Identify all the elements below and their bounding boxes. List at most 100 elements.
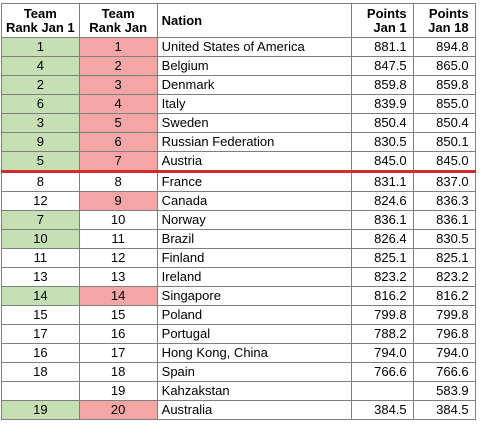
- cell-nation: Norway: [156, 210, 352, 230]
- cell-points-jan18: 823.2: [412, 267, 476, 287]
- header-points-jan1-line1: Points: [366, 5, 407, 21]
- cell-points-jan18: 850.1: [412, 132, 476, 152]
- header-nation-label: Nation: [161, 12, 203, 28]
- cell-nation: Italy: [156, 94, 352, 114]
- cell-points-jan1: 816.2: [350, 286, 414, 306]
- cell-rank-jan1: 2: [1, 75, 80, 95]
- cell-rank-jan1: 5: [1, 151, 80, 173]
- cell-rank-jan1: 9: [1, 132, 80, 152]
- cell-rank-jan1: 15: [1, 305, 80, 325]
- cell-points-jan1: 823.2: [350, 267, 414, 287]
- table-row: 16 17 Hong Kong, China 794.0 794.0: [1, 343, 476, 363]
- cell-rank-jan: 1: [78, 37, 158, 57]
- cell-rank-jan1: 6: [1, 94, 80, 114]
- table-row: 4 2 Belgium 847.5 865.0: [1, 56, 476, 76]
- table-row: 18 18 Spain 766.6 766.6: [1, 362, 476, 382]
- cell-rank-jan: 20: [78, 400, 158, 420]
- cell-rank-jan1: 10: [1, 229, 80, 249]
- header-rank-jan1-line2: Rank Jan 1: [6, 19, 75, 35]
- table-body: 1 1 United States of America 881.1 894.8 4 2 Be…: [1, 37, 476, 420]
- cell-rank-jan1: 7: [1, 210, 80, 230]
- cell-points-jan18: 894.8: [412, 37, 476, 57]
- cell-points-jan18: 836.3: [412, 191, 476, 211]
- cell-nation: Poland: [156, 305, 352, 325]
- cell-rank-jan1: 8: [1, 171, 80, 192]
- table-row: 10 11 Brazil 826.4 830.5: [1, 229, 476, 249]
- table-row: 9 6 Russian Federation 830.5 850.1: [1, 132, 476, 152]
- table-row: 19 20 Australia 384.5 384.5: [1, 400, 476, 420]
- cell-points-jan1: 799.8: [350, 305, 414, 325]
- header-row: Team Rank Jan 1 Team Rank Jan Nation Poi…: [1, 3, 476, 38]
- cell-points-jan1: 788.2: [350, 324, 414, 344]
- table-row: 13 13 Ireland 823.2 823.2: [1, 267, 476, 287]
- table-row: 17 16 Portugal 788.2 796.8: [1, 324, 476, 344]
- cell-rank-jan: 14: [78, 286, 158, 306]
- cell-nation: Australia: [156, 400, 352, 420]
- cell-rank-jan1: 18: [1, 362, 80, 382]
- cell-rank-jan: 10: [78, 210, 158, 230]
- cell-nation: Ireland: [156, 267, 352, 287]
- table-row: 11 12 Finland 825.1 825.1: [1, 248, 476, 268]
- table-row: 5 7 Austria 845.0 845.0: [1, 151, 476, 173]
- cell-points-jan18: 850.4: [412, 113, 476, 133]
- cell-points-jan1: 847.5: [350, 56, 414, 76]
- cell-points-jan18: 794.0: [412, 343, 476, 363]
- table-row: 2 3 Denmark 859.8 859.8: [1, 75, 476, 95]
- cell-rank-jan: 4: [78, 94, 158, 114]
- cell-rank-jan: 15: [78, 305, 158, 325]
- cell-nation: Russian Federation: [156, 132, 352, 152]
- cell-points-jan18: 836.1: [412, 210, 476, 230]
- cell-rank-jan: 8: [78, 171, 158, 192]
- cell-rank-jan: 13: [78, 267, 158, 287]
- header-rank-jan-line1: Team: [101, 5, 135, 21]
- cell-nation: Brazil: [156, 229, 352, 249]
- cell-points-jan18: 799.8: [412, 305, 476, 325]
- cell-points-jan1: 850.4: [350, 113, 414, 133]
- cell-points-jan1: 824.6: [350, 191, 414, 211]
- cell-rank-jan: 17: [78, 343, 158, 363]
- cell-nation: Canada: [156, 191, 352, 211]
- table-row: 3 5 Sweden 850.4 850.4: [1, 113, 476, 133]
- cell-points-jan1: 825.1: [350, 248, 414, 268]
- cell-rank-jan1: 11: [1, 248, 80, 268]
- header-nation: Nation: [156, 3, 352, 38]
- cell-nation: Sweden: [156, 113, 352, 133]
- cell-rank-jan: 6: [78, 132, 158, 152]
- header-points-jan1-line2: Jan 1: [373, 19, 407, 35]
- cell-nation: Spain: [156, 362, 352, 382]
- header-rank-jan-line2: Rank Jan: [89, 19, 148, 35]
- cell-points-jan18: 845.0: [412, 151, 476, 173]
- cell-rank-jan: 16: [78, 324, 158, 344]
- cell-points-jan1: 836.1: [350, 210, 414, 230]
- header-points-jan1: Points Jan 1: [350, 3, 414, 38]
- cell-rank-jan: 7: [78, 151, 158, 173]
- table-row: 1 1 United States of America 881.1 894.8: [1, 37, 476, 57]
- cell-rank-jan: 3: [78, 75, 158, 95]
- cell-nation: Hong Kong, China: [156, 343, 352, 363]
- cell-rank-jan: 9: [78, 191, 158, 211]
- cell-points-jan18: 855.0: [412, 94, 476, 114]
- cell-points-jan18: 865.0: [412, 56, 476, 76]
- cell-points-jan18: 825.1: [412, 248, 476, 268]
- cell-points-jan1: 845.0: [350, 151, 414, 173]
- cell-points-jan18: 796.8: [412, 324, 476, 344]
- cell-points-jan18: 837.0: [412, 171, 476, 192]
- header-points-jan18-line1: Points: [428, 5, 469, 21]
- cell-points-jan1: [350, 381, 414, 401]
- cell-nation: Kahzakstan: [156, 381, 352, 401]
- cell-rank-jan1: [1, 381, 80, 401]
- cell-points-jan18: 859.8: [412, 75, 476, 95]
- ranking-table-container: Team Rank Jan 1 Team Rank Jan Nation Poi…: [1, 3, 476, 420]
- ranking-table: Team Rank Jan 1 Team Rank Jan Nation Poi…: [1, 3, 476, 420]
- cell-points-jan18: 816.2: [412, 286, 476, 306]
- table-row: 15 15 Poland 799.8 799.8: [1, 305, 476, 325]
- cell-rank-jan1: 12: [1, 191, 80, 211]
- header-rank-jan1: Team Rank Jan 1: [1, 3, 80, 38]
- cell-nation: United States of America: [156, 37, 352, 57]
- cell-points-jan18: 766.6: [412, 362, 476, 382]
- cell-points-jan18: 583.9: [412, 381, 476, 401]
- cell-points-jan1: 831.1: [350, 171, 414, 192]
- header-rank-jan: Team Rank Jan: [78, 3, 158, 38]
- cell-rank-jan1: 13: [1, 267, 80, 287]
- cell-rank-jan: 19: [78, 381, 158, 401]
